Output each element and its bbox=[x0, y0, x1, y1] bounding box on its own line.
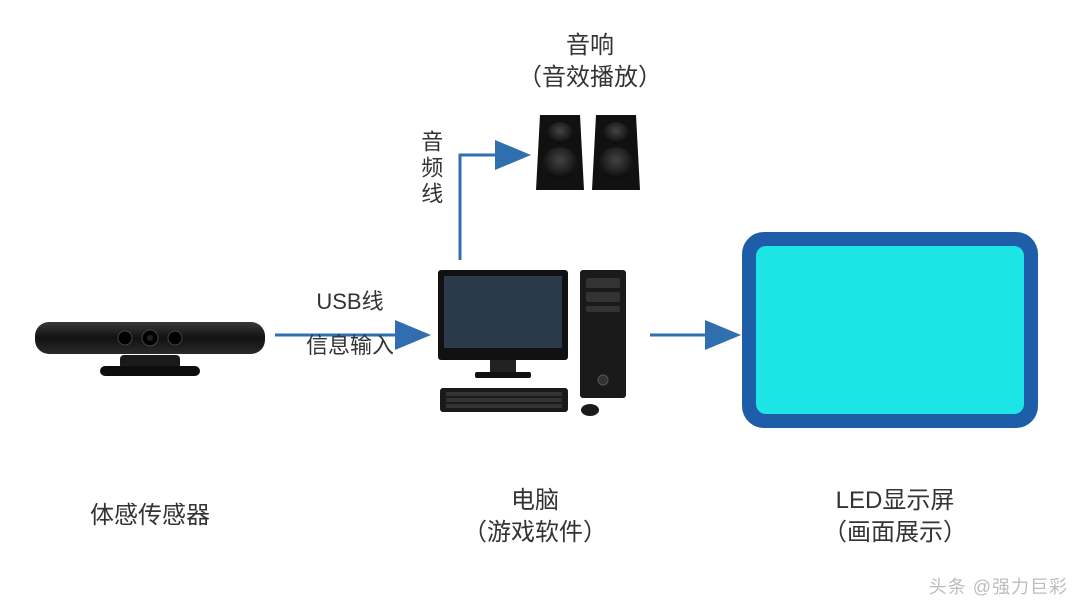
usb-edge-label: USB线 信息输入 bbox=[280, 280, 420, 368]
watermark-text: 头条 @强力巨彩 bbox=[929, 573, 1068, 599]
sensor-label: 体感传感器 bbox=[60, 500, 240, 532]
computer-device bbox=[430, 260, 640, 420]
led-display-device bbox=[740, 230, 1040, 430]
speakers-label: 音响 （音效播放） bbox=[505, 30, 675, 95]
audio-edge-label: 音频线 bbox=[418, 130, 442, 208]
computer-label: 电脑 （游戏软件） bbox=[445, 485, 625, 550]
speakers-device bbox=[530, 105, 650, 200]
sensor-device bbox=[30, 300, 270, 380]
edge-pc-to-speakers bbox=[460, 155, 525, 260]
led-label: LED显示屏 （画面展示） bbox=[805, 485, 985, 550]
